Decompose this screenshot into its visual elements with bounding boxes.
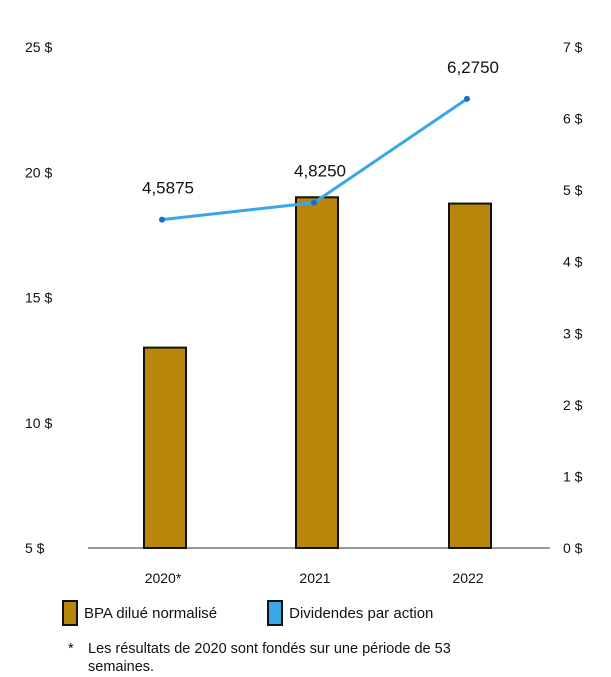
left-axis-ticks: 5 $ 10 $ 15 $ 20 $ 25 $ — [25, 39, 52, 556]
right-axis-tick-label: 0 $ — [563, 540, 583, 556]
legend-label-bpa: BPA dilué normalisé — [84, 604, 218, 622]
line-series: 4,5875 4,8250 6,2750 — [142, 58, 499, 223]
x-axis-labels: 2020* 2021 2022 — [145, 570, 484, 586]
left-axis-tick-label: 25 $ — [25, 39, 52, 55]
bar-series — [143, 196, 492, 550]
line-point — [159, 216, 165, 223]
footnote-text: Les résultats de 2020 sont fondés sur un… — [88, 641, 451, 675]
x-axis-tick-label: 2020* — [145, 570, 182, 586]
right-axis-ticks: 0 $ 1 $ 2 $ 3 $ 4 $ 5 $ 6 $ 7 $ — [563, 39, 583, 556]
right-axis-tick-label: 1 $ — [563, 468, 583, 484]
left-axis-tick-label: 20 $ — [25, 164, 52, 180]
bar — [448, 202, 492, 549]
legend-label-dividendes: Dividendes par action — [289, 604, 434, 622]
legend-swatch-bpa — [62, 600, 78, 626]
footnote-marker: * — [68, 641, 74, 657]
legend-item-dividendes: Dividendes par action — [267, 600, 433, 626]
legend: BPA dilué normalisé Dividendes par actio… — [62, 600, 433, 626]
line-data-label: 6,2750 — [447, 58, 499, 77]
line-data-label: 4,8250 — [294, 162, 346, 181]
right-axis-tick-label: 4 $ — [563, 254, 583, 270]
line-data-label: 4,5875 — [142, 179, 194, 198]
left-axis-tick-label: 15 $ — [25, 290, 52, 306]
x-axis-tick-label: 2021 — [299, 570, 330, 586]
left-axis-tick-label: 10 $ — [25, 415, 52, 431]
legend-item-bpa: BPA dilué normalisé — [62, 600, 217, 626]
right-axis-tick-label: 5 $ — [563, 182, 583, 198]
right-axis-tick-label: 7 $ — [563, 39, 583, 55]
bar — [143, 346, 187, 549]
x-axis-tick-label: 2022 — [452, 570, 483, 586]
right-axis-tick-label: 3 $ — [563, 325, 583, 341]
right-axis-tick-label: 6 $ — [563, 111, 583, 127]
bar — [295, 196, 339, 550]
footnote: * Les résultats de 2020 sont fondés sur … — [68, 640, 518, 676]
chart: 5 $ 10 $ 15 $ 20 $ 25 $ 0 $ 1 $ 2 $ 3 $ 4 $ 5 $ 6 … — [25, 39, 583, 586]
line-point — [311, 199, 317, 206]
line-point — [464, 95, 470, 102]
legend-swatch-dividendes — [267, 600, 284, 626]
left-axis-tick-label: 5 $ — [25, 540, 45, 556]
right-axis-tick-label: 2 $ — [563, 397, 583, 413]
